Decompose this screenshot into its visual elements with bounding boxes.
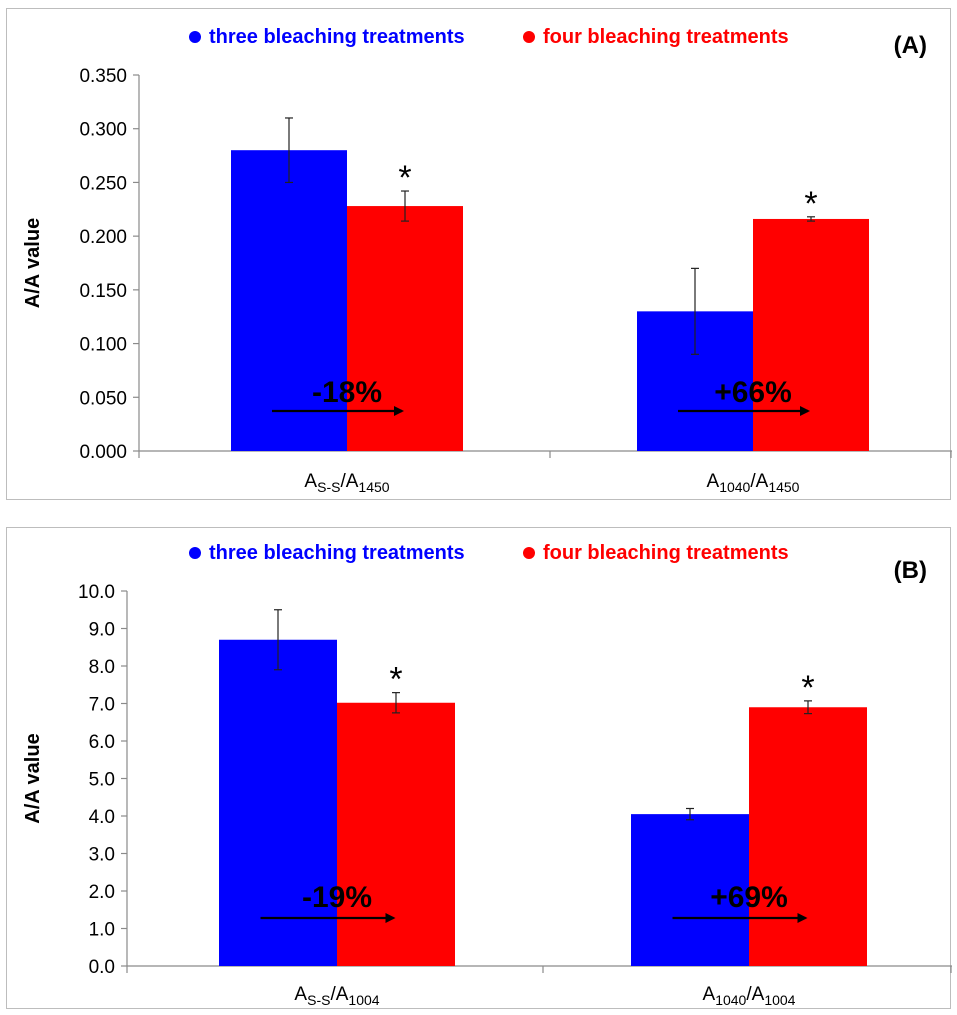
- cat-mid-a-1: /A: [750, 471, 768, 492]
- cat-main-b-1: A: [703, 984, 716, 1005]
- significance-star-b-0: *: [389, 661, 402, 699]
- y-tick-label-a-1: 0.050: [79, 388, 127, 409]
- legend-marker-a-1: [523, 31, 535, 43]
- y-tick-label-b-3: 3.0: [89, 845, 115, 866]
- x-category-label-a-1: A1040/A1450: [707, 471, 800, 495]
- y-axis-label-a: A/A value: [22, 218, 44, 308]
- y-tick-label-b-6: 6.0: [89, 732, 115, 753]
- cat-main-a-1: A: [707, 471, 720, 492]
- y-tick-label-a-7: 0.350: [79, 66, 127, 87]
- y-tick-label-b-9: 9.0: [89, 620, 115, 641]
- y-tick-label-a-3: 0.150: [79, 281, 127, 302]
- change-annotation-b-0: -19%: [302, 881, 372, 914]
- x-category-label-b-0: AS-S/A1004: [294, 984, 379, 1008]
- x-category-label-a-0: AS-S/A1450: [304, 471, 389, 495]
- chart-b-svg: three bleaching treatments four bleaching…: [22, 542, 952, 1008]
- panel-label-b: (B): [894, 557, 927, 584]
- bar-b-1-1: [749, 707, 867, 966]
- bar-b-0-1: [337, 702, 455, 966]
- y-tick-label-a-5: 0.250: [79, 173, 127, 194]
- legend-label-b-0: three bleaching treatments: [209, 542, 465, 564]
- bar-a-0-0: [231, 150, 347, 451]
- cat-mid-b-1: /A: [746, 984, 764, 1005]
- y-tick-label-b-0: 0.0: [89, 957, 115, 978]
- y-tick-label-b-4: 4.0: [89, 807, 115, 828]
- change-annotation-a-1: +66%: [714, 376, 792, 409]
- cat-main-b-0: A: [294, 984, 307, 1005]
- y-tick-label-b-7: 7.0: [89, 695, 115, 716]
- cat-sub1-a-1: 1040: [719, 479, 750, 495]
- cat-sub2-a-0: 1450: [358, 479, 389, 495]
- bar-a-0-1: [347, 206, 463, 451]
- y-axis-label-b: A/A value: [22, 733, 44, 823]
- y-tick-label-b-1: 1.0: [89, 920, 115, 941]
- legend-label-a-1: four bleaching treatments: [543, 26, 789, 48]
- cat-sub1-b-0: S-S: [307, 992, 330, 1008]
- y-tick-label-b-2: 2.0: [89, 882, 115, 903]
- significance-star-a-1: *: [804, 185, 817, 223]
- legend-marker-a-0: [189, 31, 201, 43]
- cat-mid-a-0: /A: [340, 471, 358, 492]
- significance-star-b-1: *: [801, 669, 814, 707]
- legend-label-b-1: four bleaching treatments: [543, 542, 789, 564]
- cat-sub1-b-1: 1040: [715, 992, 746, 1008]
- y-tick-label-b-10: 10.0: [78, 582, 115, 603]
- chart-a-svg: three bleaching treatments four bleaching…: [22, 26, 952, 495]
- significance-star-a-0: *: [398, 159, 411, 197]
- x-category-label-b-1: A1040/A1004: [703, 984, 796, 1008]
- chart-panel-a: three bleaching treatments four bleaching…: [6, 8, 952, 500]
- y-tick-label-b-5: 5.0: [89, 770, 115, 791]
- change-annotation-b-1: +69%: [710, 881, 788, 914]
- bar-b-1-0: [631, 814, 749, 966]
- y-tick-label-a-2: 0.100: [79, 335, 127, 356]
- y-tick-label-a-0: 0.000: [79, 442, 127, 463]
- cat-sub2-b-1: 1004: [764, 992, 795, 1008]
- y-tick-label-a-6: 0.300: [79, 120, 127, 141]
- chart-panel-b: three bleaching treatments four bleaching…: [6, 527, 952, 1009]
- cat-sub2-b-0: 1004: [348, 992, 379, 1008]
- bar-a-1-1: [753, 218, 869, 451]
- cat-mid-b-0: /A: [330, 984, 348, 1005]
- cat-sub1-a-0: S-S: [317, 479, 340, 495]
- legend-marker-b-1: [523, 547, 535, 559]
- change-annotation-a-0: -18%: [312, 376, 382, 409]
- y-tick-label-a-4: 0.200: [79, 227, 127, 248]
- legend-label-a-0: three bleaching treatments: [209, 26, 465, 48]
- panel-label-a: (A): [894, 32, 927, 59]
- cat-main-a-0: A: [304, 471, 317, 492]
- legend-marker-b-0: [189, 547, 201, 559]
- bar-b-0-0: [219, 639, 337, 966]
- cat-sub2-a-1: 1450: [768, 479, 799, 495]
- y-tick-label-b-8: 8.0: [89, 657, 115, 678]
